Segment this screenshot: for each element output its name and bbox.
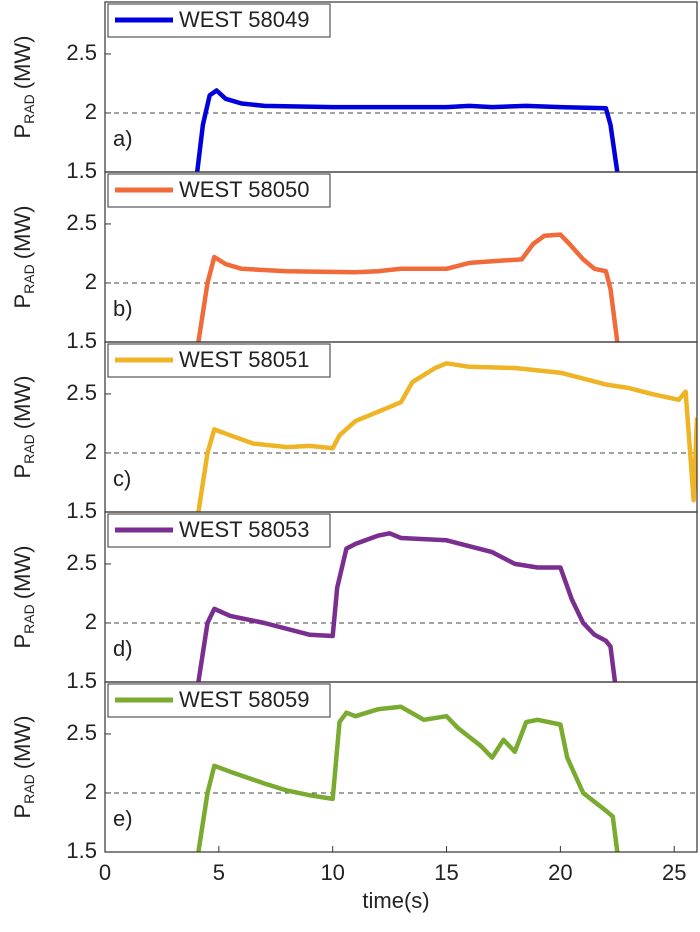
panel: 1.5 2 2.5 0 5 10 15 20 25 time(s) PRAD (MW) e) WEST 5… bbox=[10, 681, 698, 913]
x-axis-label: time(s) bbox=[362, 888, 429, 913]
legend-label: WEST 58053 bbox=[179, 517, 309, 542]
y-label-sub: RAD bbox=[21, 264, 37, 294]
y-label-unit: (MW) bbox=[10, 546, 35, 600]
y-tick-label: 1.5 bbox=[66, 158, 97, 183]
x-tick-label: 20 bbox=[548, 860, 572, 885]
x-tick-label: 5 bbox=[213, 860, 225, 885]
y-tick-label: 2 bbox=[85, 269, 97, 294]
y-label-main: P bbox=[10, 634, 35, 649]
data-line bbox=[196, 232, 620, 342]
x-tick-label: 25 bbox=[662, 860, 686, 885]
y-label-sub: RAD bbox=[21, 774, 37, 804]
y-axis-label: PRAD (MW) bbox=[10, 376, 37, 479]
legend-label: WEST 58051 bbox=[179, 347, 309, 372]
y-axis-label: PRAD (MW) bbox=[10, 36, 37, 139]
plot-frame bbox=[104, 681, 698, 853]
x-tick-label: 0 bbox=[99, 860, 111, 885]
x-tick-label: 10 bbox=[320, 860, 344, 885]
y-label-unit: (MW) bbox=[10, 376, 35, 430]
y-label-main: P bbox=[10, 804, 35, 819]
y-tick-label: 2.5 bbox=[66, 40, 97, 65]
y-tick-label: 2 bbox=[85, 439, 97, 464]
y-label-main: P bbox=[10, 294, 35, 309]
legend-label: WEST 58059 bbox=[179, 687, 309, 712]
y-label-sub: RAD bbox=[21, 434, 37, 464]
y-tick-label: 2.5 bbox=[66, 380, 97, 405]
data-line bbox=[196, 704, 620, 852]
panel-label: a) bbox=[113, 126, 133, 151]
panel-label: d) bbox=[113, 636, 133, 661]
x-tick-label: 15 bbox=[434, 860, 458, 885]
y-label-main: P bbox=[10, 124, 35, 139]
y-label-main: P bbox=[10, 464, 35, 479]
data-line bbox=[196, 531, 618, 682]
y-axis-label: PRAD (MW) bbox=[10, 206, 37, 309]
y-label-unit: (MW) bbox=[10, 206, 35, 260]
y-tick-label: 2 bbox=[85, 779, 97, 804]
y-tick-label: 2 bbox=[85, 609, 97, 634]
y-tick-label: 1.5 bbox=[66, 838, 97, 863]
y-label-sub: RAD bbox=[21, 604, 37, 634]
y-label-sub: RAD bbox=[21, 94, 37, 124]
data-line bbox=[194, 88, 620, 172]
y-tick-label: 2.5 bbox=[66, 210, 97, 235]
y-label-unit: (MW) bbox=[10, 36, 35, 90]
panel: 1.5 2 2.5 PRAD (MW) d) WEST 58053 bbox=[10, 511, 698, 693]
y-tick-label: 1.5 bbox=[66, 498, 97, 523]
panel: 1.5 2 2.5 PRAD (MW) c) WEST 58051 bbox=[10, 341, 698, 523]
legend-label: WEST 58049 bbox=[179, 7, 309, 32]
panel-label: b) bbox=[113, 296, 133, 321]
y-tick-label: 2.5 bbox=[66, 720, 97, 745]
y-tick-label: 2 bbox=[85, 99, 97, 124]
legend-label: WEST 58050 bbox=[179, 177, 309, 202]
y-axis-label: PRAD (MW) bbox=[10, 546, 37, 649]
data-line bbox=[196, 361, 697, 512]
y-tick-label: 2.5 bbox=[66, 550, 97, 575]
panel-label: e) bbox=[113, 806, 133, 831]
y-tick-label: 1.5 bbox=[66, 668, 97, 693]
y-tick-label: 1.5 bbox=[66, 328, 97, 353]
panel-label: c) bbox=[113, 466, 131, 491]
panel: 1.5 2 2.5 PRAD (MW) a) WEST 58049 bbox=[10, 1, 698, 183]
panel: 1.5 2 2.5 PRAD (MW) b) WEST 58050 bbox=[10, 171, 698, 353]
y-axis-label: PRAD (MW) bbox=[10, 716, 37, 819]
y-label-unit: (MW) bbox=[10, 716, 35, 770]
